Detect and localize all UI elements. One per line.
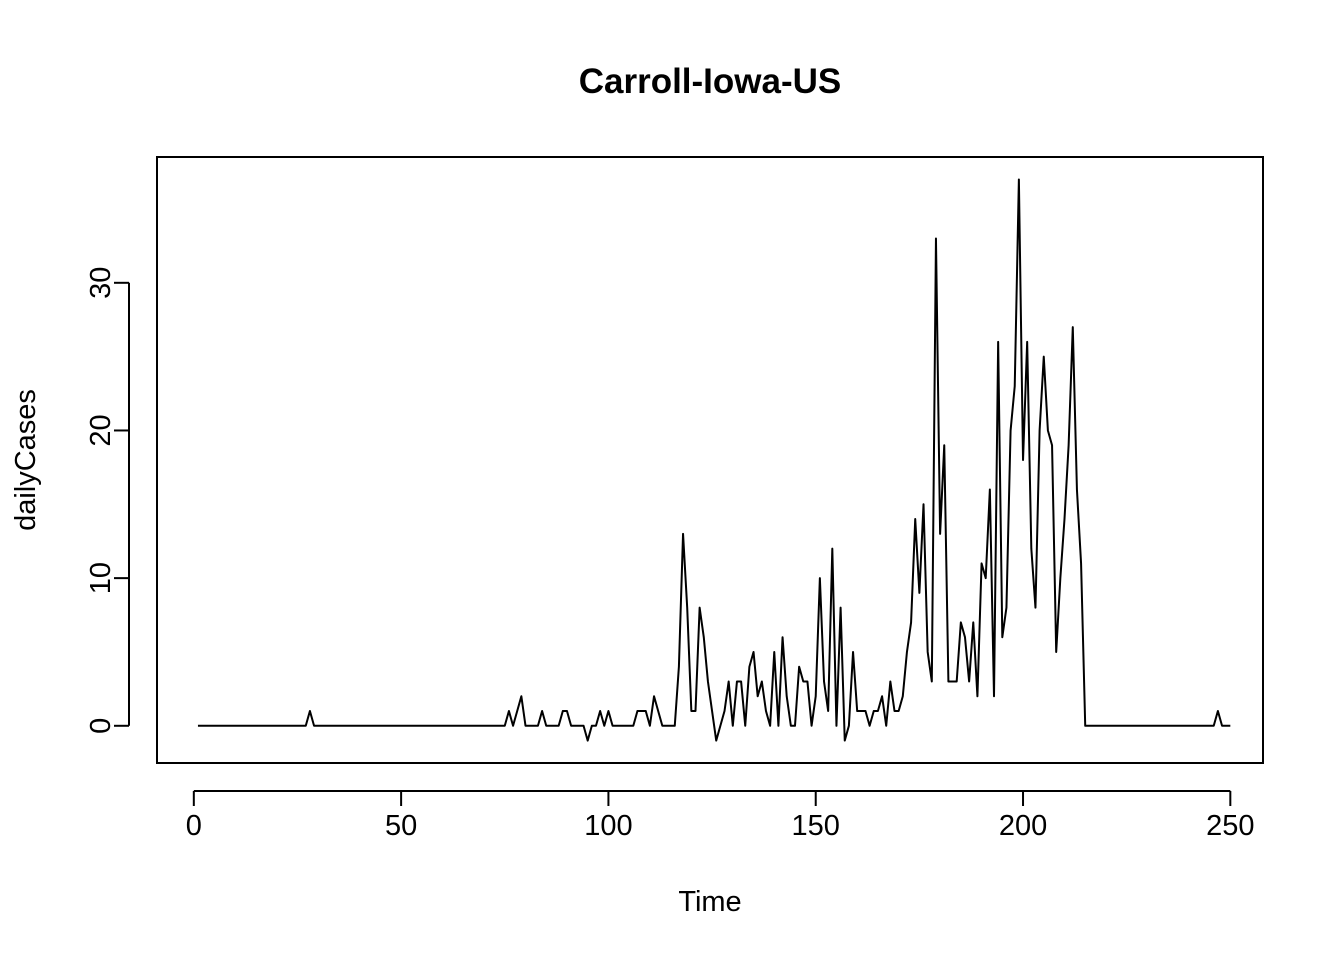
x-tick-label: 50 — [385, 810, 417, 842]
x-tick-label: 150 — [792, 810, 840, 842]
y-tick-label: 20 — [85, 414, 117, 446]
x-axis: 0 50 100 150 200 250 — [186, 790, 1255, 842]
chart-title: Carroll-Iowa-US — [579, 62, 842, 101]
y-axis-label: dailyCases — [10, 389, 42, 531]
x-axis-label: Time — [678, 886, 741, 918]
y-axis: 0 10 20 30 — [85, 267, 130, 734]
x-tick-label: 100 — [584, 810, 632, 842]
x-tick-label: 0 — [186, 810, 202, 842]
x-tick-label: 250 — [1206, 810, 1254, 842]
y-tick-label: 0 — [85, 718, 117, 734]
plot-frame — [156, 156, 1264, 764]
y-tick-label: 30 — [85, 267, 117, 299]
x-tick-label: 200 — [999, 810, 1047, 842]
y-tick-label: 10 — [85, 562, 117, 594]
series-line — [197, 178, 1231, 742]
